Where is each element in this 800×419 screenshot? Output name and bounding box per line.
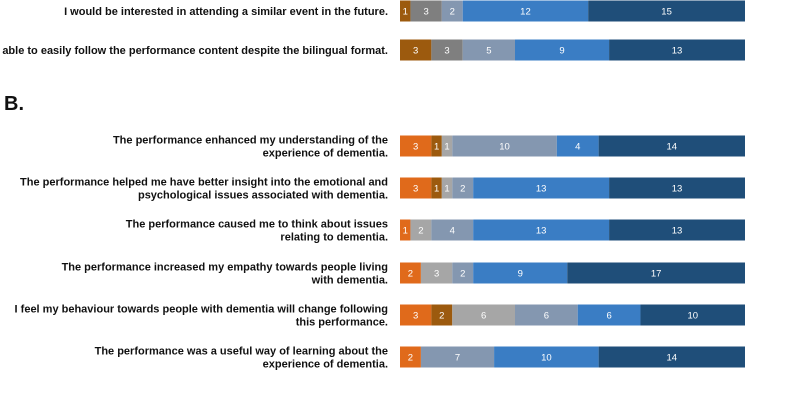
section-b-value-label-2-level-1: 1 [403,226,408,237]
section-a-value-label-0-level-3: 3 [423,7,428,18]
section-a-bar-0-level-5 [462,0,589,22]
section-b-value-label-3-level-6: 17 [651,269,662,280]
section-b-value-label-1-level-5: 13 [536,184,547,195]
section-a-bar-1-level-5 [515,39,610,61]
section-b-row-label-1: The performance helped me have better in… [20,177,388,202]
section-a-value-label-1-level-4: 5 [486,46,491,57]
section-b-value-label-5-level-4: 7 [455,353,460,364]
chart-section-b: The performance enhanced my understandin… [15,135,745,371]
section-a-value-label-1-level-6: 13 [672,46,683,57]
section-b-row-label-0: The performance enhanced my understandin… [113,135,388,160]
section-b-value-label-1-level-4: 2 [460,184,465,195]
section-b-bar-1-level-1 [400,177,432,199]
section-b-bar-5-level-6 [598,346,745,368]
section-b-bar-2-level-4 [431,219,474,241]
section-b-bar-0-level-3 [441,135,453,157]
section-b-row-label-2: The performance caused me to think about… [126,219,388,244]
section-b-bar-3-level-4 [452,262,474,284]
section-b-value-label-5-level-1: 2 [408,353,413,364]
section-b-bar-4-level-6 [640,304,745,326]
section-a-bar-0-level-3 [410,0,442,22]
section-a-bar-1-level-3 [431,39,463,61]
section-b-value-label-3-level-3: 3 [434,269,439,280]
section-b-value-label-2-level-6: 13 [672,226,683,237]
section-b-bar-4-level-1 [400,304,432,326]
section-b-value-label-0-level-3: 1 [444,142,449,153]
section-a-bar-1-level-2 [400,39,432,61]
section-b-row-label-3: The performance increased my empathy tow… [62,262,388,287]
section-b-value-label-3-level-5: 9 [518,269,523,280]
section-b-bar-1-level-4 [452,177,474,199]
section-a-value-label-1-level-5: 9 [559,46,564,57]
section-b-value-label-3-level-4: 2 [460,269,465,280]
section-b-value-label-0-level-2: 1 [434,142,439,153]
section-b-value-label-1-level-2: 1 [434,184,439,195]
section-a-value-label-1-level-3: 3 [444,46,449,57]
section-b-bar-1-level-6 [609,177,745,199]
section-b-value-label-4-level-4: 6 [544,311,549,322]
section-b-value-label-5-level-5: 10 [541,353,552,364]
section-b-bar-4-level-5 [577,304,641,326]
section-b-bar-1-level-3 [441,177,453,199]
section-a-value-label-0-level-6: 15 [661,7,672,18]
section-b-bar-2-level-6 [609,219,745,241]
section-b-bar-5-level-1 [400,346,421,368]
section-b-value-label-1-level-6: 13 [672,184,683,195]
section-b-bar-0-level-2 [431,135,442,157]
section-a-value-label-0-level-2: 1 [403,7,408,18]
section-a-bar-1-level-4 [462,39,515,61]
section-b-value-label-4-level-1: 3 [413,311,418,322]
chart-section-a: I would be interested in attending a sim… [0,0,745,61]
section-b-bar-1-level-5 [473,177,610,199]
section-b-value-label-0-level-6: 14 [667,142,678,153]
section-b-value-label-0-level-5: 4 [575,142,580,153]
section-b-bar-3-level-3 [420,262,453,284]
section-b-value-label-2-level-5: 13 [536,226,547,237]
section-b-bar-4-level-4 [515,304,578,326]
section-a-row-label-0: I would be interested in attending a sim… [64,6,388,18]
section-b-bar-0-level-4 [452,135,557,157]
section-b-value-label-4-level-3: 6 [481,311,486,322]
section-b-value-label-4-level-6: 10 [687,311,698,322]
section-a-row-label-1: I was able to easily follow the performa… [0,45,388,57]
section-b-bar-0-level-5 [556,135,599,157]
section-b-bar-0-level-6 [598,135,745,157]
section-b-bar-0-level-1 [400,135,432,157]
section-a-bar-0-level-6 [588,0,745,22]
section-b-value-label-0-level-4: 10 [499,142,510,153]
section-b-value-label-2-level-4: 4 [450,226,455,237]
section-b-label: B. [4,93,24,115]
section-b-bar-4-level-2 [431,304,453,326]
section-a-value-label-0-level-4: 2 [450,7,455,18]
section-b-bar-5-level-4 [420,346,495,368]
section-b-value-label-0-level-1: 3 [413,142,418,153]
section-a-value-label-0-level-5: 12 [520,7,531,18]
section-b-bar-2-level-3 [410,219,432,241]
section-b-value-label-5-level-6: 14 [667,353,678,364]
section-b-value-label-4-level-2: 2 [439,311,444,322]
section-b-bar-3-level-5 [473,262,568,284]
section-b-bar-3-level-6 [567,262,745,284]
section-b-bar-5-level-5 [494,346,599,368]
section-b-value-label-2-level-3: 2 [418,226,423,237]
section-a-bar-1-level-6 [609,39,745,61]
section-b-value-label-1-level-3: 1 [444,184,449,195]
section-a-bar-0-level-2 [400,0,411,22]
section-b-value-label-3-level-1: 2 [408,269,413,280]
section-b-row-label-5: The performance was a useful way of lear… [95,346,388,371]
section-b-bar-2-level-1 [400,219,411,241]
section-b-row-label-4: I feel my behaviour towards people with … [15,304,388,329]
section-a-value-label-1-level-2: 3 [413,46,418,57]
section-b-bar-1-level-2 [431,177,442,199]
section-b-bar-2-level-5 [473,219,610,241]
section-a-bar-0-level-4 [441,0,463,22]
section-b-value-label-4-level-5: 6 [606,311,611,322]
section-b-bar-4-level-3 [452,304,515,326]
section-b-value-label-1-level-1: 3 [413,184,418,195]
section-b-bar-3-level-1 [400,262,421,284]
